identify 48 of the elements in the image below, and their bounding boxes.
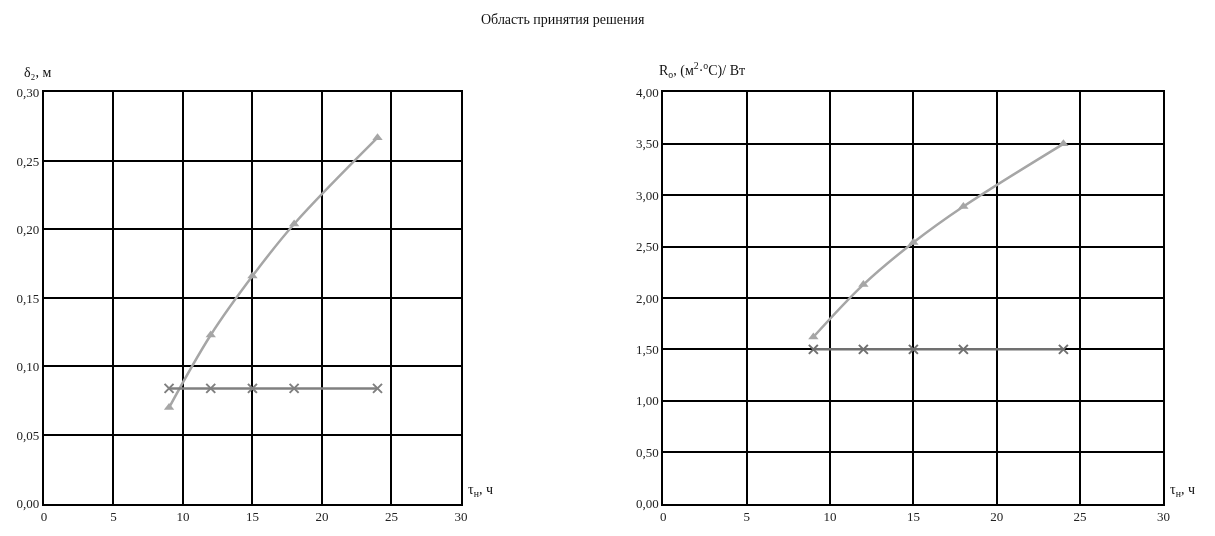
x-tick-label: 30 bbox=[454, 509, 468, 525]
point bbox=[205, 382, 217, 394]
y-tick-label: 0,25 bbox=[16, 153, 40, 169]
x-tick-label: 10 bbox=[823, 509, 837, 525]
x-tick-label: 15 bbox=[906, 509, 920, 525]
y-axis-title: R$_{o}$, (м$^{2}$·$^{o}$C)/ Вт bbox=[659, 60, 746, 80]
y-tick-label: 0,30 bbox=[16, 84, 40, 100]
point bbox=[372, 382, 384, 394]
y-tick-label: 2,50 bbox=[635, 239, 659, 255]
x-tick-label: 0 bbox=[40, 509, 48, 525]
y-tick-label: 0,05 bbox=[16, 427, 40, 443]
x-tick-label: 5 bbox=[110, 509, 117, 525]
y-tick-label: 1,00 bbox=[635, 393, 659, 409]
x-tick-label: 20 bbox=[990, 509, 1004, 525]
y-tick-label: 0,20 bbox=[16, 222, 40, 238]
x-axis-title: τ$_{н}$, ч bbox=[1170, 482, 1195, 499]
y-tick-label: 0,00 bbox=[635, 496, 659, 512]
point bbox=[1058, 139, 1069, 147]
x-tick-label: 15 bbox=[245, 509, 259, 525]
point bbox=[907, 343, 919, 355]
x-tick-label: 25 bbox=[384, 509, 398, 525]
point bbox=[857, 343, 869, 355]
point bbox=[163, 382, 175, 394]
y-tick-label: 0,10 bbox=[16, 359, 40, 375]
y-tick-label: 0,15 bbox=[16, 290, 40, 306]
point bbox=[807, 343, 819, 355]
x-tick-label: 20 bbox=[315, 509, 329, 525]
point bbox=[1057, 343, 1069, 355]
y-tick-label: 0,00 bbox=[16, 496, 40, 512]
point bbox=[246, 382, 258, 394]
x-tick-label: 25 bbox=[1073, 509, 1087, 525]
text: Область принятия решения bbox=[481, 12, 645, 27]
x-tick-label: 10 bbox=[176, 509, 190, 525]
point bbox=[908, 237, 919, 245]
y-tick-label: 3,50 bbox=[635, 136, 659, 152]
x-tick-label: 0 bbox=[660, 509, 667, 525]
point bbox=[205, 330, 216, 338]
y-tick-label: 0,50 bbox=[635, 444, 659, 460]
x-axis-title: τ$_{н}$, ч bbox=[468, 482, 493, 499]
point bbox=[957, 343, 969, 355]
y-axis-title: δ₂, м bbox=[24, 65, 52, 80]
x-tick-label: 5 bbox=[743, 509, 750, 525]
x-tick-label: 30 bbox=[1156, 509, 1170, 525]
y-tick-label: 3,00 bbox=[635, 187, 659, 203]
y-tick-label: 4,00 bbox=[635, 84, 659, 100]
point bbox=[288, 382, 300, 394]
y-tick-label: 1,50 bbox=[635, 341, 659, 357]
y-tick-label: 2,00 bbox=[635, 290, 659, 306]
